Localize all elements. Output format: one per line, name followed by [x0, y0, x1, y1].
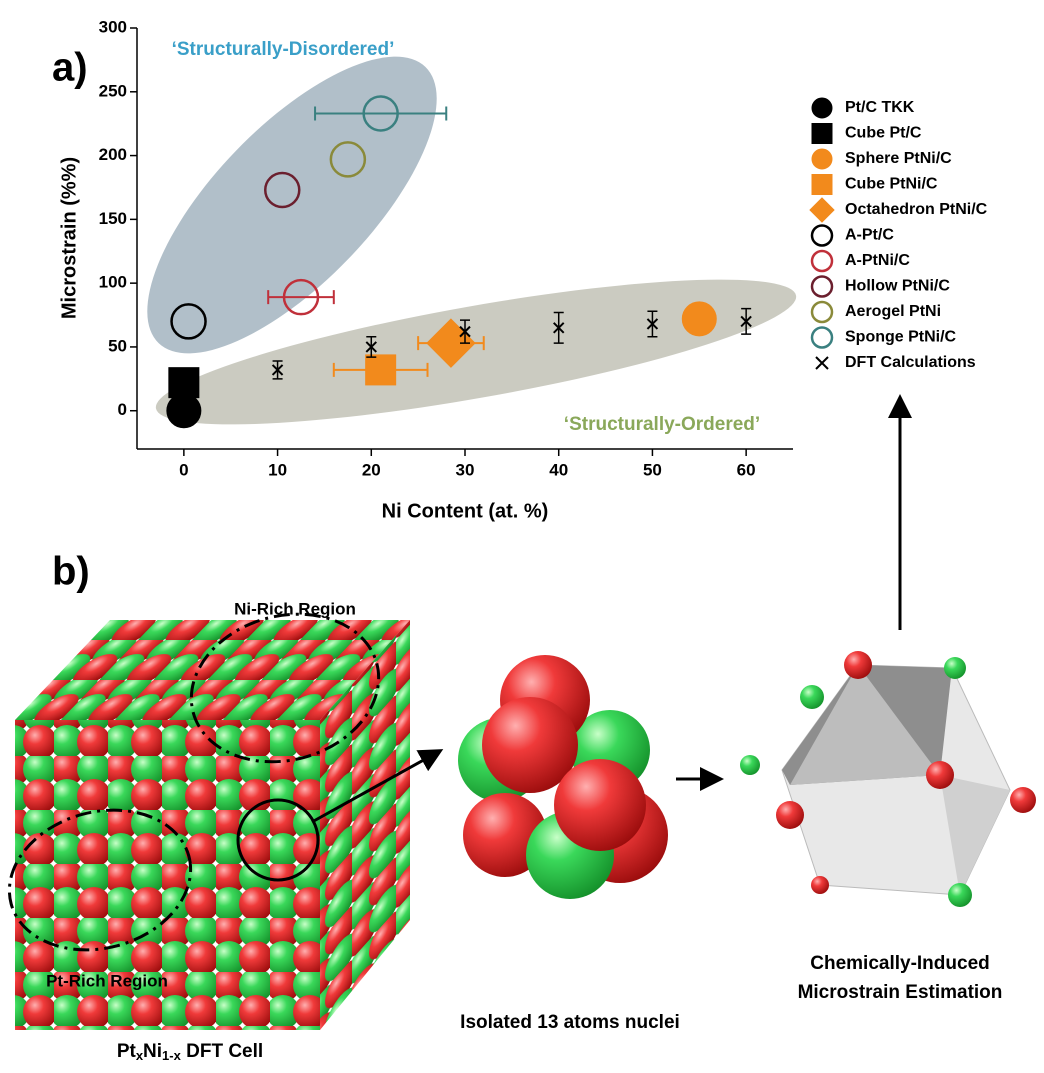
nuclei-cluster	[458, 655, 668, 899]
annotation: ‘Structurally-Ordered’	[564, 414, 760, 435]
legend-label: Octahedron PtNi/C	[845, 201, 988, 218]
dft-cell	[0, 594, 438, 1030]
x-tick-label: 60	[737, 460, 756, 479]
icosahedron	[740, 651, 1036, 907]
legend-label: A-PtNi/C	[845, 252, 910, 269]
legend-marker	[812, 149, 832, 169]
panel-label: b)	[52, 550, 90, 594]
y-tick-label: 250	[99, 81, 127, 100]
legend-label: Aerogel PtNi	[845, 303, 941, 320]
y-tick-label: 200	[99, 145, 127, 164]
legend-marker	[812, 328, 832, 348]
x-tick-label: 50	[643, 460, 662, 479]
x-tick-label: 40	[549, 460, 568, 479]
legend-label: DFT Calculations	[845, 354, 976, 371]
point	[366, 355, 396, 385]
annotation: ‘Structurally-Disordered’	[172, 39, 395, 60]
legend-marker	[812, 124, 832, 144]
legend-marker	[812, 277, 832, 297]
region-label: Ni-Rich Region	[234, 599, 356, 618]
legend-marker	[812, 175, 832, 195]
legend-label: Pt/C TKK	[845, 99, 915, 116]
y-tick-label: 100	[99, 273, 127, 292]
nuclei-caption: Isolated 13 atoms nuclei	[460, 1012, 680, 1033]
x-tick-label: 10	[268, 460, 287, 479]
legend-label: Sphere PtNi/C	[845, 150, 952, 167]
x-tick-label: 20	[362, 460, 381, 479]
estimation-caption: Chemically-Induced	[810, 953, 990, 974]
legend-label: Cube Pt/C	[845, 125, 922, 142]
legend-marker	[812, 302, 832, 322]
y-tick-label: 300	[99, 17, 127, 36]
legend-label: Sponge PtNi/C	[845, 329, 957, 346]
point	[167, 394, 201, 428]
legend-marker	[812, 98, 832, 118]
point	[682, 302, 716, 336]
y-tick-label: 150	[99, 209, 127, 228]
y-axis-title: Microstrain (%%)	[58, 157, 80, 319]
x-tick-label: 0	[179, 460, 188, 479]
cell-caption: PtxNi1-x DFT Cell	[117, 1041, 263, 1063]
y-tick-label: 50	[108, 336, 127, 355]
panel-label: a)	[52, 46, 88, 90]
estimation-caption: Microstrain Estimation	[798, 982, 1003, 1003]
legend-marker	[810, 198, 834, 222]
legend-marker	[812, 226, 832, 246]
figure: a) b) ‘Structurally-Disordered’ ‘Structu…	[0, 0, 1044, 1068]
y-tick-label: 0	[118, 400, 127, 419]
legend-marker	[812, 251, 832, 271]
legend-label: Hollow PtNi/C	[845, 278, 950, 295]
point	[169, 368, 199, 398]
region-label: Pt-Rich Region	[46, 971, 168, 990]
x-axis-title: Ni Content (at. %)	[382, 500, 549, 522]
legend-marker	[816, 357, 828, 369]
x-tick-label: 30	[456, 460, 475, 479]
legend-label: Cube PtNi/C	[845, 176, 938, 193]
legend-label: A-Pt/C	[845, 227, 894, 244]
